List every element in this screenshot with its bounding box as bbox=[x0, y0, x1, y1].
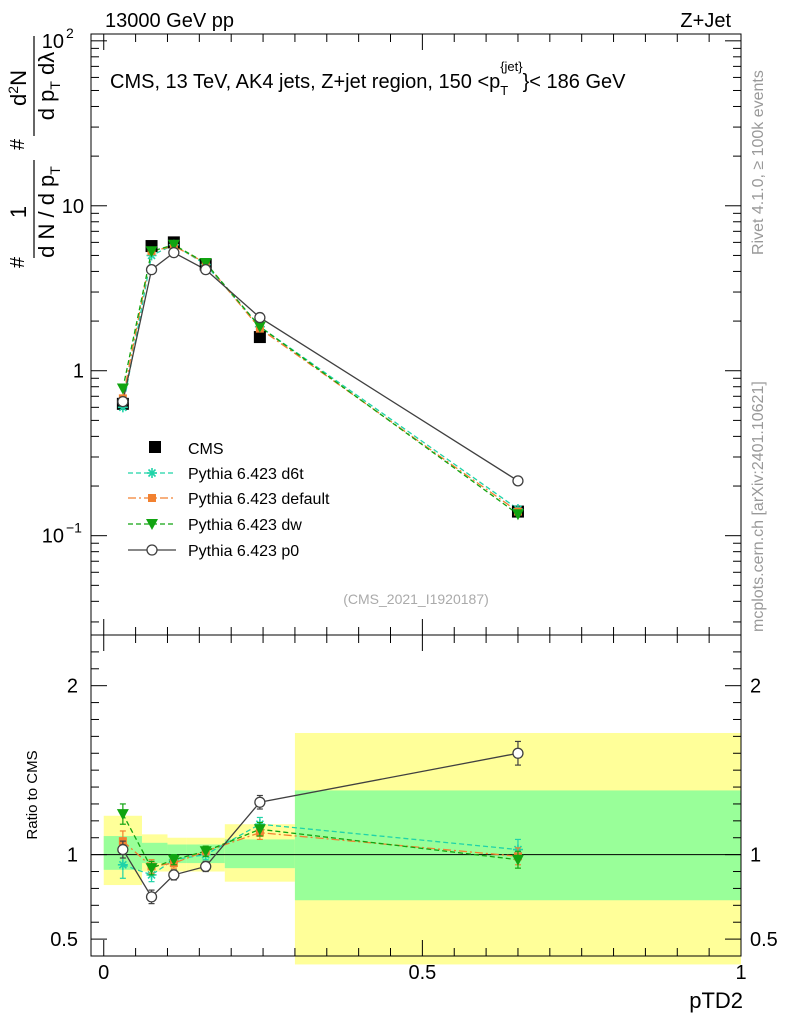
ratio-point-dw bbox=[116, 809, 129, 821]
data-point-p0 bbox=[117, 395, 129, 408]
main-x-ticks bbox=[103, 34, 742, 635]
legend-label-p0: Pythia 6.423 p0 bbox=[188, 543, 299, 560]
main-y-tick-exponent: 2 bbox=[66, 25, 74, 41]
ratio-point-p0 bbox=[254, 796, 266, 808]
ratio-point-dw bbox=[511, 854, 524, 866]
legend-marker-cms bbox=[149, 441, 161, 453]
data-point-p0 bbox=[168, 246, 180, 259]
ratio-line-default bbox=[122, 832, 519, 868]
y-label-num-2: d2N bbox=[5, 70, 31, 106]
data-point-dw bbox=[167, 239, 180, 251]
header-left: 13000 GeV pp bbox=[105, 10, 234, 32]
legend-entry-d6t: Pythia 6.423 d6t bbox=[128, 466, 304, 483]
legend-marker-p0 bbox=[146, 544, 158, 556]
main-y-tick-exponent: −1 bbox=[66, 520, 82, 536]
legend: CMS Pythia 6.423 d6t Pythia 6.423 defaul… bbox=[128, 441, 330, 560]
header-right: Z+Jet bbox=[680, 10, 731, 32]
y-label-hash-1: # bbox=[7, 256, 29, 268]
series-line-p0 bbox=[122, 251, 519, 482]
x-axis-label: pTD2 bbox=[689, 988, 743, 1013]
ratio-y-label: Ratio to CMS bbox=[24, 750, 41, 839]
ratio-point-dw bbox=[253, 824, 266, 836]
main-title-tail: }< 186 GeV bbox=[523, 71, 627, 93]
ratio-point-p0 bbox=[117, 843, 129, 856]
ratio-point-p0 bbox=[168, 869, 180, 881]
data-point-p0 bbox=[145, 264, 158, 276]
main-title-sup: {jet} bbox=[500, 59, 523, 74]
series-line-d6t bbox=[122, 244, 519, 510]
ratio-y-tick-label-right: 0.5 bbox=[750, 929, 778, 951]
main-y-tick-label: 10 bbox=[42, 31, 64, 53]
legend-marker-default bbox=[148, 494, 156, 502]
y-label-hash-2: # bbox=[7, 138, 29, 150]
main-series-lines bbox=[122, 244, 519, 515]
data-point-p0 bbox=[512, 475, 524, 487]
legend-label-cms: CMS bbox=[188, 441, 224, 458]
data-point-dw bbox=[116, 383, 129, 395]
legend-entry-p0: Pythia 6.423 p0 bbox=[128, 543, 299, 560]
y-label-den-1: d N / d pT bbox=[34, 166, 63, 258]
ratio-point-p0 bbox=[200, 860, 212, 873]
ratio-point-dw bbox=[199, 846, 212, 858]
main-y-tick-label: 10 bbox=[62, 196, 84, 218]
main-y-label: # 1 d N / d pT # d2N d pT dλ bbox=[5, 36, 63, 268]
data-point-cms bbox=[253, 331, 266, 344]
ratio-series-markers bbox=[116, 740, 524, 905]
legend-marker-dw bbox=[146, 519, 158, 530]
ratio-line-p0 bbox=[122, 752, 519, 898]
ratio-x-ticks: 0 0.5 1 bbox=[98, 635, 747, 984]
y-label-num-1: 1 bbox=[6, 206, 31, 218]
x-tick-label: 0.5 bbox=[408, 962, 436, 984]
uncertainty-band-green bbox=[141, 842, 168, 864]
data-point-dw bbox=[511, 509, 524, 521]
data-point-dw bbox=[253, 321, 266, 333]
ratio-point-dw bbox=[145, 863, 158, 875]
main-title-sub: T bbox=[500, 83, 508, 98]
data-point-dw bbox=[199, 257, 212, 269]
data-point-p0 bbox=[200, 264, 212, 276]
data-point-p0 bbox=[254, 311, 266, 324]
x-tick-label: 1 bbox=[735, 962, 746, 984]
legend-label-default: Pythia 6.423 default bbox=[188, 491, 330, 508]
legend-label-d6t: Pythia 6.423 d6t bbox=[188, 466, 304, 483]
data-point-dw bbox=[145, 246, 158, 258]
main-y-tick-label: 1 bbox=[73, 361, 84, 383]
x-tick-label: 0 bbox=[98, 962, 109, 984]
ratio-point-dw bbox=[167, 854, 180, 866]
mcplots-label: mcplots.cern.ch [arXiv:2401.10621] bbox=[750, 381, 767, 632]
uncertainty-band-green bbox=[224, 839, 295, 869]
ratio-series-lines bbox=[122, 752, 519, 898]
legend-entry-cms: CMS bbox=[149, 441, 224, 458]
y-label-den-2: d pT dλ bbox=[34, 52, 63, 121]
ratio-frame bbox=[90, 634, 742, 957]
legend-entry-default: Pythia 6.423 default bbox=[128, 491, 330, 508]
ratio-y-tick-label: 0.5 bbox=[50, 929, 78, 951]
main-title: CMS, 13 TeV, AK4 jets, Z+jet region, 150… bbox=[110, 59, 626, 98]
ratio-line-dw bbox=[122, 813, 519, 869]
ratio-line-d6t bbox=[122, 823, 519, 876]
watermark: (CMS_2021_I1920187) bbox=[343, 591, 489, 607]
ratio-point-p0 bbox=[512, 747, 524, 759]
main-title-main: CMS, 13 TeV, AK4 jets, Z+jet region, 150… bbox=[110, 71, 500, 93]
legend-label-dw: Pythia 6.423 dw bbox=[188, 517, 302, 534]
ratio-y-tick-label-right: 2 bbox=[750, 676, 761, 698]
ratio-point-d6t bbox=[117, 859, 128, 870]
main-y-tick-label: 10 bbox=[42, 526, 64, 548]
ratio-point-p0 bbox=[145, 891, 158, 903]
ratio-y-tick-label: 1 bbox=[67, 845, 78, 867]
ratio-panel: 0.5 0.51 12 2 0 0.5 1 Ratio to CMS pTD2 bbox=[24, 634, 778, 1013]
ratio-y-ticks: 0.5 0.5 1 1 2 2 bbox=[50, 651, 778, 951]
legend-marker-d6t bbox=[147, 468, 157, 478]
series-line-dw bbox=[122, 244, 519, 515]
rivet-label: Rivet 4.1.0, ≥ 100k events bbox=[750, 70, 767, 255]
ratio-y-tick-label-right: 1 bbox=[750, 845, 761, 867]
main-series-markers bbox=[116, 236, 524, 521]
ratio-y-tick-label: 2 bbox=[67, 676, 78, 698]
legend-entry-dw: Pythia 6.423 dw bbox=[128, 517, 302, 534]
ratio-point-d6t-stroke bbox=[118, 860, 127, 869]
